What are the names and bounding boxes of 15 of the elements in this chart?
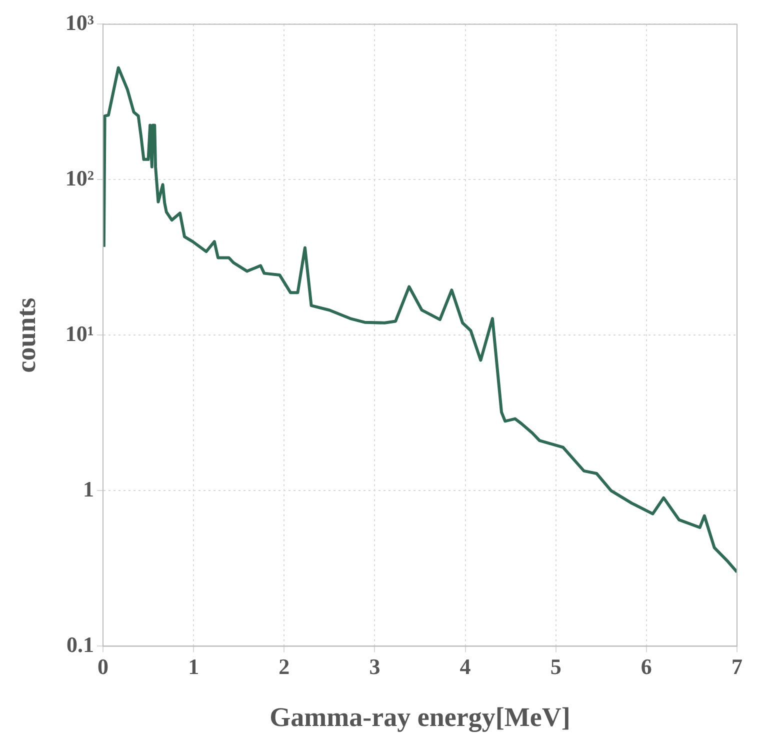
y-tick-label: 0.1 xyxy=(66,632,94,657)
y-tick-label: 10³ xyxy=(65,10,94,35)
y-tick-label: 10² xyxy=(65,165,94,190)
x-tick-label: 4 xyxy=(460,654,471,680)
x-tick-label: 0 xyxy=(97,654,108,680)
x-tick-label: 7 xyxy=(732,654,742,680)
y-axis-title: counts xyxy=(11,298,42,373)
x-tick-label: 6 xyxy=(640,654,652,680)
x-tick-label: 1 xyxy=(188,654,200,680)
x-axis-title: Gamma-ray energy[MeV] xyxy=(270,702,570,732)
y-tick-label: 10¹ xyxy=(65,320,94,346)
x-tick-label: 5 xyxy=(550,654,562,680)
x-tick-label: 2 xyxy=(278,654,290,680)
x-tick-label: 3 xyxy=(369,654,380,680)
y-tick-label: 1 xyxy=(82,476,94,502)
